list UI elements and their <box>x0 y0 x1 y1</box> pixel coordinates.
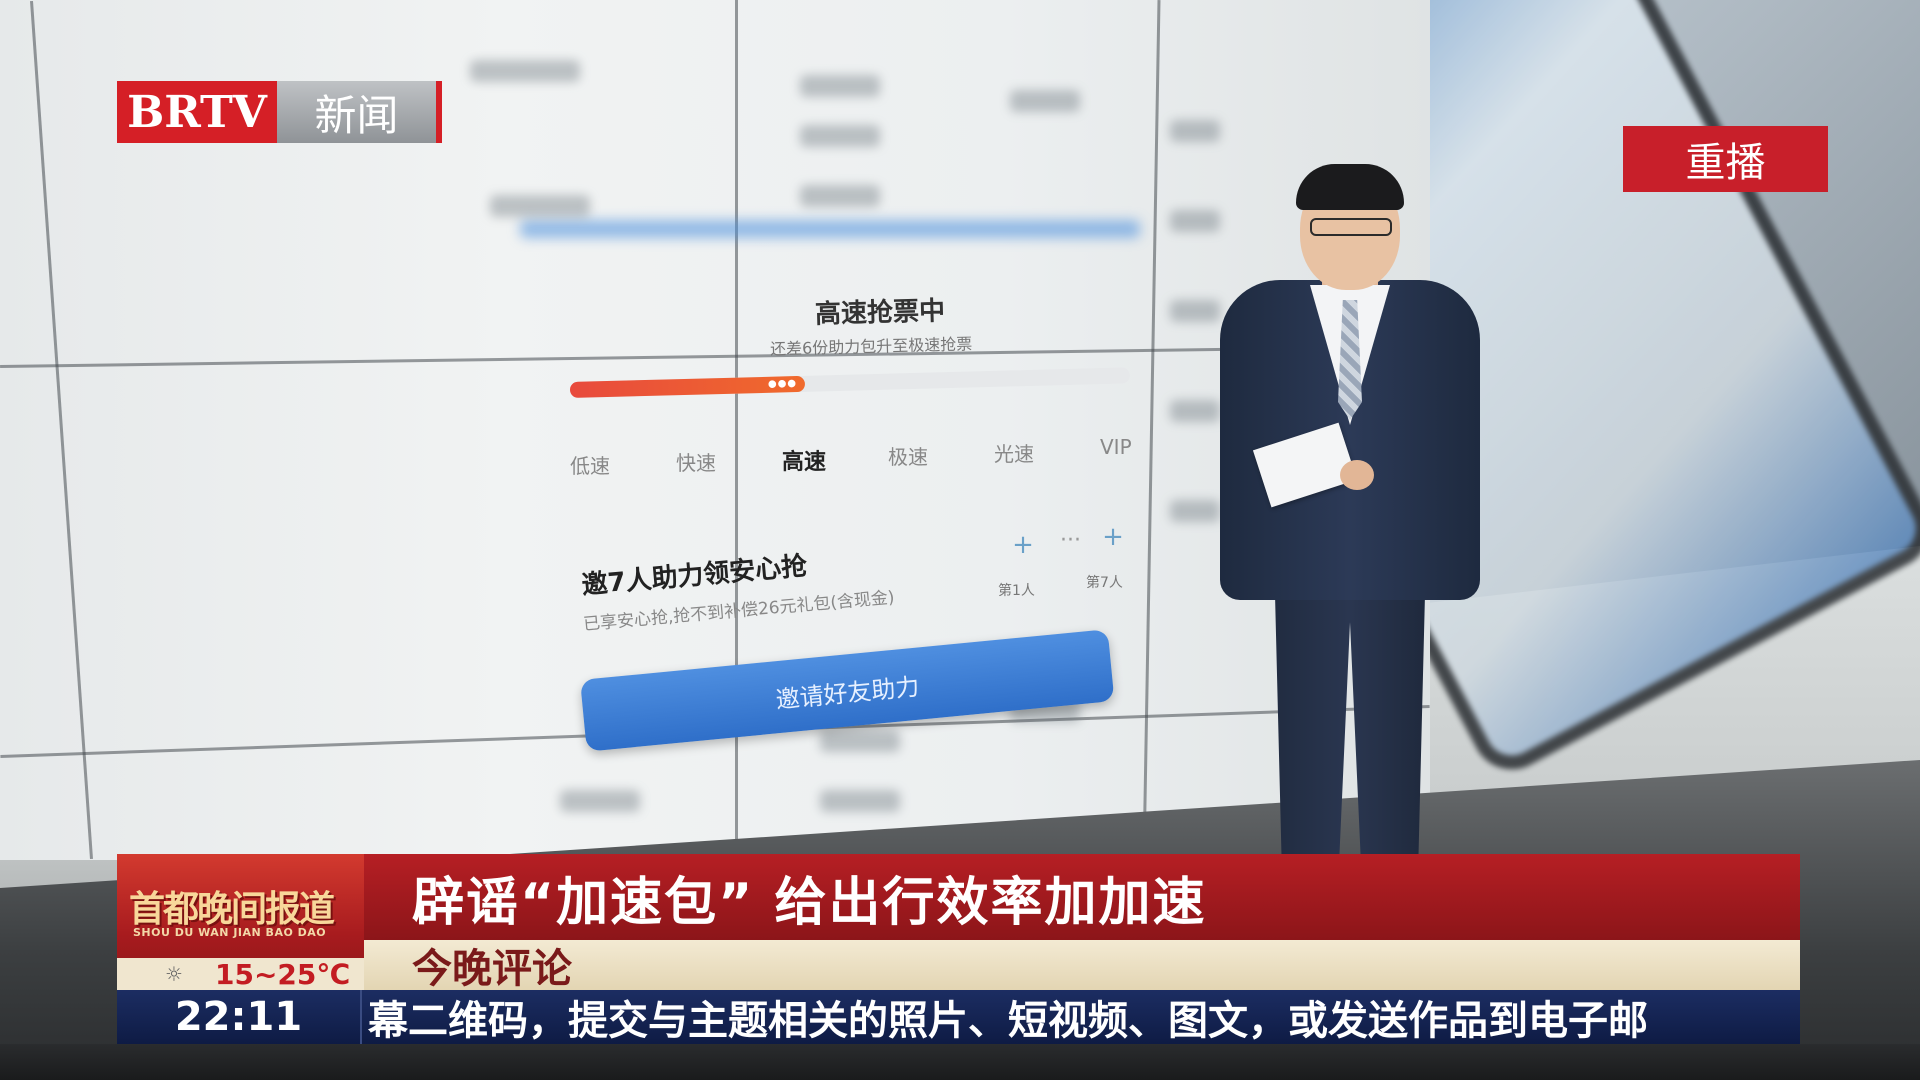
weather-temperature: 15~25℃ <box>215 957 351 991</box>
app-screen-card: 高速抢票中 还差6份助力包升至极速抢票 ●●● 低速 快速 高速 极速 光速 VIP 邀7… <box>540 280 1160 780</box>
blurred-row <box>820 730 900 752</box>
blurred-row <box>470 60 580 82</box>
anchor-hand <box>1340 460 1374 490</box>
news-ticker: 22:11 幕二维码，提交与主题相关的照片、短视频、图文，或发送作品到电子邮 <box>117 990 1800 1044</box>
subheadline-text: 今晚评论 <box>412 946 572 992</box>
blurred-row <box>1010 90 1080 112</box>
ticker-text: 幕二维码，提交与主题相关的照片、短视频、图文，或发送作品到电子邮 <box>368 998 1648 1044</box>
blurred-row <box>800 75 880 97</box>
blurred-row <box>490 195 590 217</box>
replay-badge: 重播 <box>1623 126 1828 192</box>
blurred-row <box>560 790 640 812</box>
wall-seam <box>735 0 738 860</box>
program-title: 首都晚间报道 <box>129 889 335 930</box>
speed-level-3: 极速 <box>888 445 928 470</box>
news-anchor <box>1210 160 1490 860</box>
helper-last-label: 第7人 <box>1086 575 1123 591</box>
headline-bar: 辟谣“加速包” 给出行效率加加速 <box>364 854 1800 940</box>
anchor-tie <box>1338 300 1362 420</box>
subheadline-bar: 今晚评论 <box>364 940 1800 992</box>
speed-level-1: 快速 <box>676 451 716 476</box>
bottom-strip <box>0 1044 1920 1080</box>
speed-level-5: VIP <box>1100 435 1132 460</box>
grab-status-title: 高速抢票中 <box>814 296 946 330</box>
grab-status-subtitle: 还差6份助力包升至极速抢票 <box>769 334 973 359</box>
weather-bar: ☼ 15~25℃ <box>117 957 364 991</box>
speed-level-0: 低速 <box>570 454 610 478</box>
blurred-row <box>800 185 880 207</box>
blurred-row <box>1170 300 1220 322</box>
ticker-time: 22:11 <box>117 990 362 1044</box>
blurred-row <box>820 790 900 812</box>
progress-dots: ●●● <box>767 378 798 390</box>
helper-first-label: 第1人 <box>998 583 1035 599</box>
add-helper-first-icon[interactable]: + <box>1012 530 1034 560</box>
headline-text: 辟谣“加速包” 给出行效率加加速 <box>412 872 1207 933</box>
program-pinyin: SHOU DU WAN JIAN BAO DAO <box>133 926 327 939</box>
helper-ellipsis: ··· <box>1060 528 1081 553</box>
speed-progress-fill: ●●● <box>569 375 806 398</box>
blurred-row <box>1170 210 1220 232</box>
blurred-header-bar <box>520 220 1140 238</box>
add-helper-last-icon[interactable]: + <box>1102 522 1124 552</box>
speed-level-2: 高速 <box>782 450 827 476</box>
channel-name: 新闻 <box>277 81 442 143</box>
blurred-row <box>1170 120 1220 142</box>
anchor-hair <box>1296 164 1404 210</box>
blurred-row <box>1170 500 1220 522</box>
sun-icon: ☼ <box>165 962 183 986</box>
speed-progress-bar: ●●● <box>569 367 1131 398</box>
wall-seam <box>30 0 93 860</box>
channel-logo: BRTV 新闻 <box>117 81 442 143</box>
anchor-legs <box>1274 570 1426 860</box>
blurred-row <box>800 125 880 147</box>
speed-level-4: 光速 <box>994 442 1034 467</box>
anchor-glasses <box>1310 218 1392 236</box>
channel-brand: BRTV <box>117 81 277 143</box>
invite-friends-button[interactable]: 邀请好友助力 <box>580 629 1115 752</box>
blurred-row <box>1170 400 1220 422</box>
